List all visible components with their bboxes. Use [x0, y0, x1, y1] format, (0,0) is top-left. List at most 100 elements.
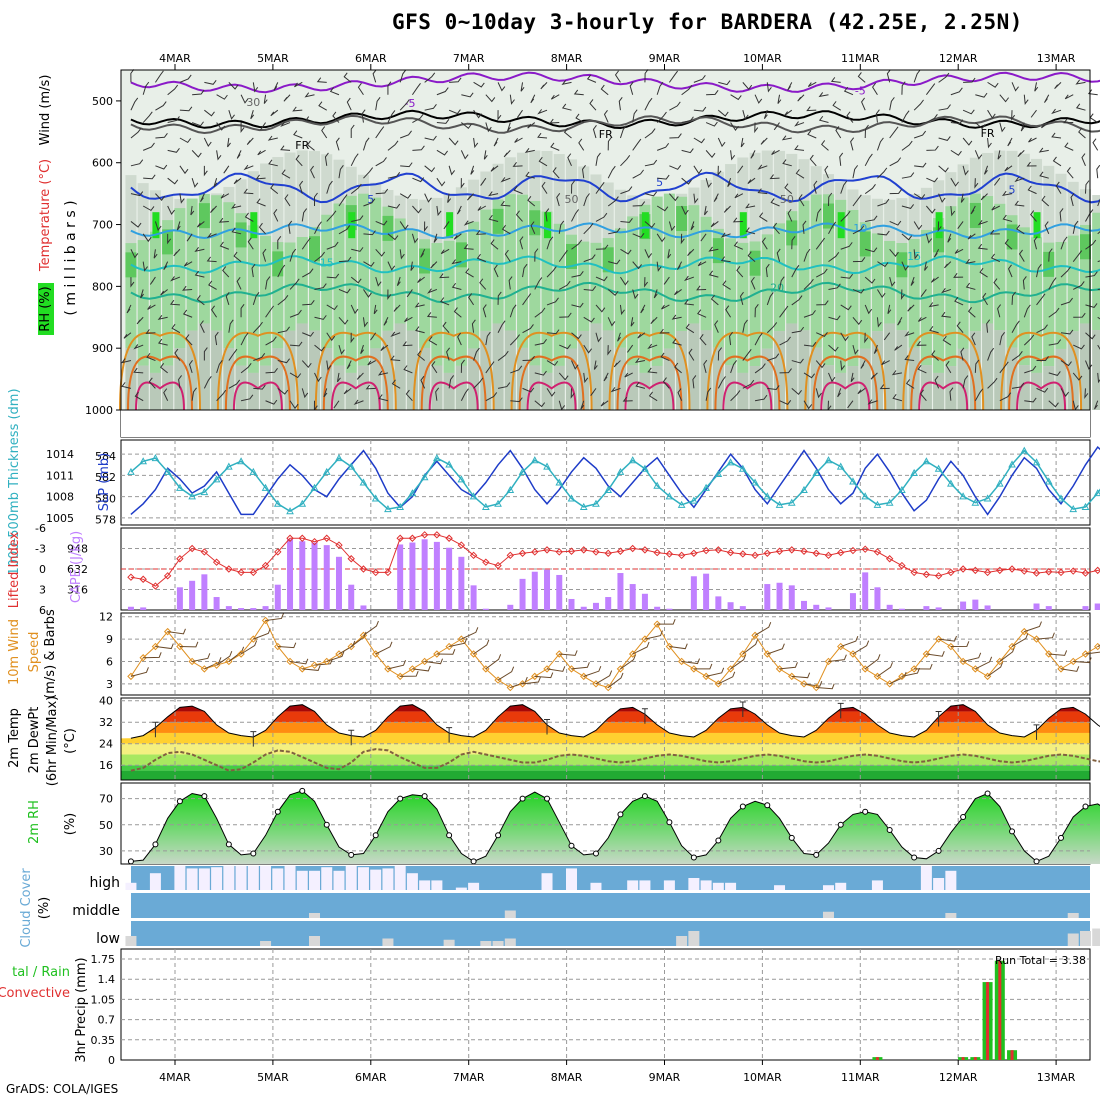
wind-barb: [674, 362, 682, 374]
wind-barb: [326, 210, 337, 222]
rh-cell: [837, 212, 845, 239]
wind-barb: [656, 205, 669, 212]
wind-barb: [514, 137, 523, 143]
wind-barb: [894, 344, 903, 351]
wind-marker: [849, 650, 857, 658]
lifted-marker: [849, 546, 857, 555]
wind-barb: [1011, 351, 1023, 361]
wind-barb: [420, 375, 426, 389]
wind-barb: [522, 355, 535, 362]
wind-barb: [632, 109, 638, 123]
wind-barb: [592, 125, 597, 139]
wind-barb: [637, 332, 646, 339]
rh-cell: [1067, 235, 1079, 332]
thickness-marker: [151, 454, 160, 462]
rh-cell: [529, 210, 541, 236]
wind-barb: [571, 332, 582, 340]
top-date-label: 9MAR: [649, 52, 681, 65]
wind-barb: [730, 150, 736, 161]
wind-barb: [146, 352, 156, 362]
cape-bar: [801, 600, 808, 610]
rh-cell: [357, 193, 369, 366]
wind-barb: [1051, 132, 1062, 139]
wind-barb: [463, 244, 474, 250]
wind-barb: [815, 388, 822, 399]
lifted-marker: [1008, 565, 1016, 573]
cloud-bar-high: [406, 873, 418, 890]
wind-barb: [704, 205, 708, 216]
wind-barb: [314, 344, 325, 352]
bottom-date-label: 10MAR: [743, 1071, 782, 1084]
rh-cell: [1031, 237, 1043, 373]
wind-barb: [228, 379, 241, 389]
wind-barb: [302, 331, 314, 337]
wind-barb-10m: [987, 661, 1004, 677]
wind-barb: [750, 150, 756, 159]
wind-barb: [252, 82, 259, 93]
wind-barb: [720, 256, 731, 263]
wind-barb: [326, 332, 336, 342]
wind-barb: [1022, 276, 1027, 290]
wind-barb-10m: [583, 665, 602, 677]
lifted-marker: [286, 534, 294, 542]
rh-cell: [1043, 242, 1055, 367]
cloud-bar-high: [198, 868, 210, 890]
wind-barb: [1044, 221, 1050, 235]
wind-marker: [996, 657, 1004, 666]
rh-cell: [1092, 330, 1100, 410]
rh-point: [960, 813, 967, 820]
wind-barb: [206, 232, 217, 239]
warm-arch: [902, 331, 985, 411]
wind-barb: [538, 156, 548, 167]
wind-barb: [497, 82, 506, 92]
rh-cell: [333, 365, 345, 410]
thickness-marker: [922, 457, 931, 465]
wind-barb: [253, 384, 266, 390]
lifted-marker: [580, 546, 588, 554]
wind-barb: [461, 122, 472, 129]
wind-barb: [722, 280, 731, 290]
lifted-marker: [1020, 567, 1028, 575]
cape-bar: [972, 599, 979, 610]
wind-barb: [877, 167, 888, 179]
temp-minmax-bar: [544, 719, 551, 735]
wind-barb: [852, 344, 859, 355]
wind-barb: [795, 169, 805, 179]
wind-barb: [520, 82, 525, 92]
warm-arch: [314, 331, 397, 411]
warm-arch: [412, 331, 495, 411]
wind-barb: [522, 324, 534, 334]
wind-barb-10m: [277, 642, 297, 649]
wind-barb: [273, 82, 279, 91]
wind-barb: [343, 387, 352, 395]
wind-barb: [942, 335, 952, 346]
thickness-marker: [445, 460, 453, 468]
wind-barb: [424, 193, 432, 203]
wind-barb: [791, 358, 804, 364]
wind-barb: [1028, 137, 1037, 143]
wind-barb: [485, 122, 492, 133]
thickness-tick-label: 580: [95, 492, 116, 505]
thickness-marker: [983, 494, 992, 502]
wind-barb: [490, 239, 499, 250]
wind-barb: [766, 322, 778, 334]
wind-barb: [956, 321, 964, 334]
precip-tick-label: 0.7: [98, 1014, 116, 1027]
wind-barb-10m: [534, 672, 554, 679]
wind-barb: [363, 289, 372, 298]
wind-barb: [583, 193, 590, 207]
wind-barb: [1004, 238, 1013, 250]
lifted-marker: [739, 550, 747, 558]
wind-barb: [121, 382, 132, 389]
wind-barb: [696, 285, 707, 291]
rh-cell: [162, 365, 174, 410]
wind-marker: [188, 657, 196, 666]
wind-barb: [155, 164, 168, 170]
wind-barb: [873, 344, 878, 354]
wind-barb: [991, 205, 1001, 211]
thickness-marker: [408, 489, 417, 497]
wind-barb: [1011, 110, 1016, 121]
cloud-bar-high: [590, 882, 602, 890]
thickness-marker: [457, 475, 466, 483]
rh-cell: [357, 365, 369, 410]
